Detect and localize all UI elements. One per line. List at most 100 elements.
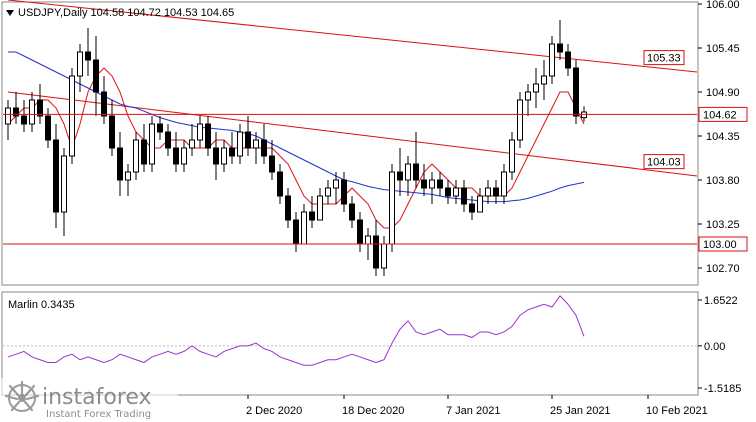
candle bbox=[573, 60, 579, 124]
candle bbox=[141, 124, 147, 172]
candle bbox=[53, 124, 59, 228]
marlin-oscillator bbox=[3, 295, 697, 366]
candle bbox=[333, 172, 339, 204]
candle bbox=[517, 92, 523, 148]
price-tag-box bbox=[643, 154, 685, 170]
candle bbox=[165, 124, 171, 156]
candle bbox=[157, 116, 163, 140]
price-tick-label: 105.45 bbox=[706, 43, 740, 55]
level-label-box bbox=[698, 106, 748, 122]
level-label: 104.62 bbox=[703, 109, 737, 121]
candle bbox=[93, 36, 99, 116]
price-tick-label: 104.90 bbox=[706, 87, 740, 99]
candle bbox=[501, 164, 507, 204]
candle bbox=[189, 124, 195, 156]
osc-tick-label: 0.00 bbox=[704, 341, 725, 353]
candle bbox=[565, 44, 571, 76]
price-panel bbox=[1, 1, 699, 286]
candle bbox=[413, 132, 419, 188]
candle bbox=[13, 92, 19, 124]
candle bbox=[397, 148, 403, 196]
osc-tick-label: -1.5185 bbox=[704, 383, 741, 395]
price-tick-label: 103.25 bbox=[706, 219, 740, 231]
candle bbox=[109, 100, 115, 156]
candle bbox=[101, 76, 107, 124]
candle bbox=[149, 116, 155, 172]
candle bbox=[533, 68, 539, 108]
price-tags: 105.33 104.03 bbox=[643, 50, 685, 170]
candle bbox=[245, 116, 251, 156]
candle bbox=[525, 84, 531, 116]
candle bbox=[29, 92, 35, 132]
candle bbox=[485, 180, 491, 204]
candle bbox=[445, 180, 451, 204]
candle bbox=[405, 156, 411, 196]
date-label: 7 Jan 2021 bbox=[446, 405, 500, 417]
candle bbox=[373, 220, 379, 276]
indicator-label: Marlin 0.3435 bbox=[8, 299, 75, 311]
instaforex-logo-icon bbox=[4, 380, 40, 412]
candle bbox=[253, 132, 259, 164]
candle bbox=[437, 172, 443, 196]
candle bbox=[493, 180, 499, 204]
candle bbox=[557, 20, 563, 60]
price-tag-label: 104.03 bbox=[647, 157, 681, 169]
candle bbox=[261, 124, 267, 164]
candle bbox=[285, 188, 291, 228]
candle bbox=[229, 132, 235, 164]
watermark-brand: instaforex bbox=[42, 385, 152, 410]
trend-line bbox=[7, 0, 698, 73]
trend-line bbox=[7, 91, 698, 177]
candle bbox=[477, 188, 483, 213]
marlin-line bbox=[7, 295, 585, 366]
candle bbox=[85, 28, 91, 76]
date-label: 10 Feb 2021 bbox=[646, 405, 708, 417]
watermark-tagline: Instant Forex Trading bbox=[46, 409, 151, 420]
candles bbox=[5, 20, 587, 276]
trend-lines bbox=[7, 0, 698, 177]
candle bbox=[125, 164, 131, 196]
candle bbox=[309, 196, 315, 228]
candle bbox=[549, 36, 555, 84]
candle bbox=[77, 44, 83, 92]
price-tick-label: 106.00 bbox=[706, 0, 740, 11]
price-tag-label: 105.33 bbox=[647, 53, 681, 65]
symbol-header: USDJPY,Daily 104.58 104.72 104.53 104.65 bbox=[18, 7, 234, 19]
candle bbox=[269, 140, 275, 180]
candle bbox=[221, 140, 227, 172]
price-axis: 106.00 105.45 104.90 104.35 103.80 103.25 102.… bbox=[698, 0, 740, 275]
candle bbox=[421, 164, 427, 196]
dropdown-triangle-icon[interactable] bbox=[6, 10, 14, 16]
candle bbox=[469, 196, 475, 220]
candle bbox=[21, 100, 27, 132]
candle bbox=[277, 164, 283, 204]
candle bbox=[461, 180, 467, 212]
price-tick-label: 104.35 bbox=[706, 131, 740, 143]
candle bbox=[341, 172, 347, 212]
candle bbox=[61, 148, 67, 236]
price-tag-box bbox=[643, 50, 685, 66]
candle bbox=[173, 132, 179, 172]
candle bbox=[453, 180, 459, 204]
candle bbox=[5, 100, 11, 140]
price-levels: 104.62 103.00 bbox=[3, 106, 748, 252]
candle bbox=[213, 132, 219, 180]
time-axis: 2 Dec 2020 18 Dec 2020 7 Jan 2021 25 Jan 20… bbox=[246, 395, 708, 417]
level-label-box bbox=[698, 236, 748, 252]
date-label: 18 Dec 2020 bbox=[342, 405, 404, 417]
candle bbox=[181, 140, 187, 172]
candle bbox=[541, 60, 547, 100]
date-label: 2 Dec 2020 bbox=[246, 405, 302, 417]
candle bbox=[69, 68, 75, 164]
candle bbox=[349, 196, 355, 228]
level-label: 103.00 bbox=[703, 239, 737, 251]
osc-tick-label: 1.6522 bbox=[704, 295, 738, 307]
candle bbox=[237, 124, 243, 164]
candle bbox=[429, 172, 435, 204]
candle bbox=[509, 132, 515, 180]
price-tick-label: 102.70 bbox=[706, 263, 740, 275]
oscillator-axis: 1.6522 0.00 -1.5185 bbox=[698, 295, 741, 395]
price-tick-label: 103.80 bbox=[706, 175, 740, 187]
candle bbox=[197, 116, 203, 148]
